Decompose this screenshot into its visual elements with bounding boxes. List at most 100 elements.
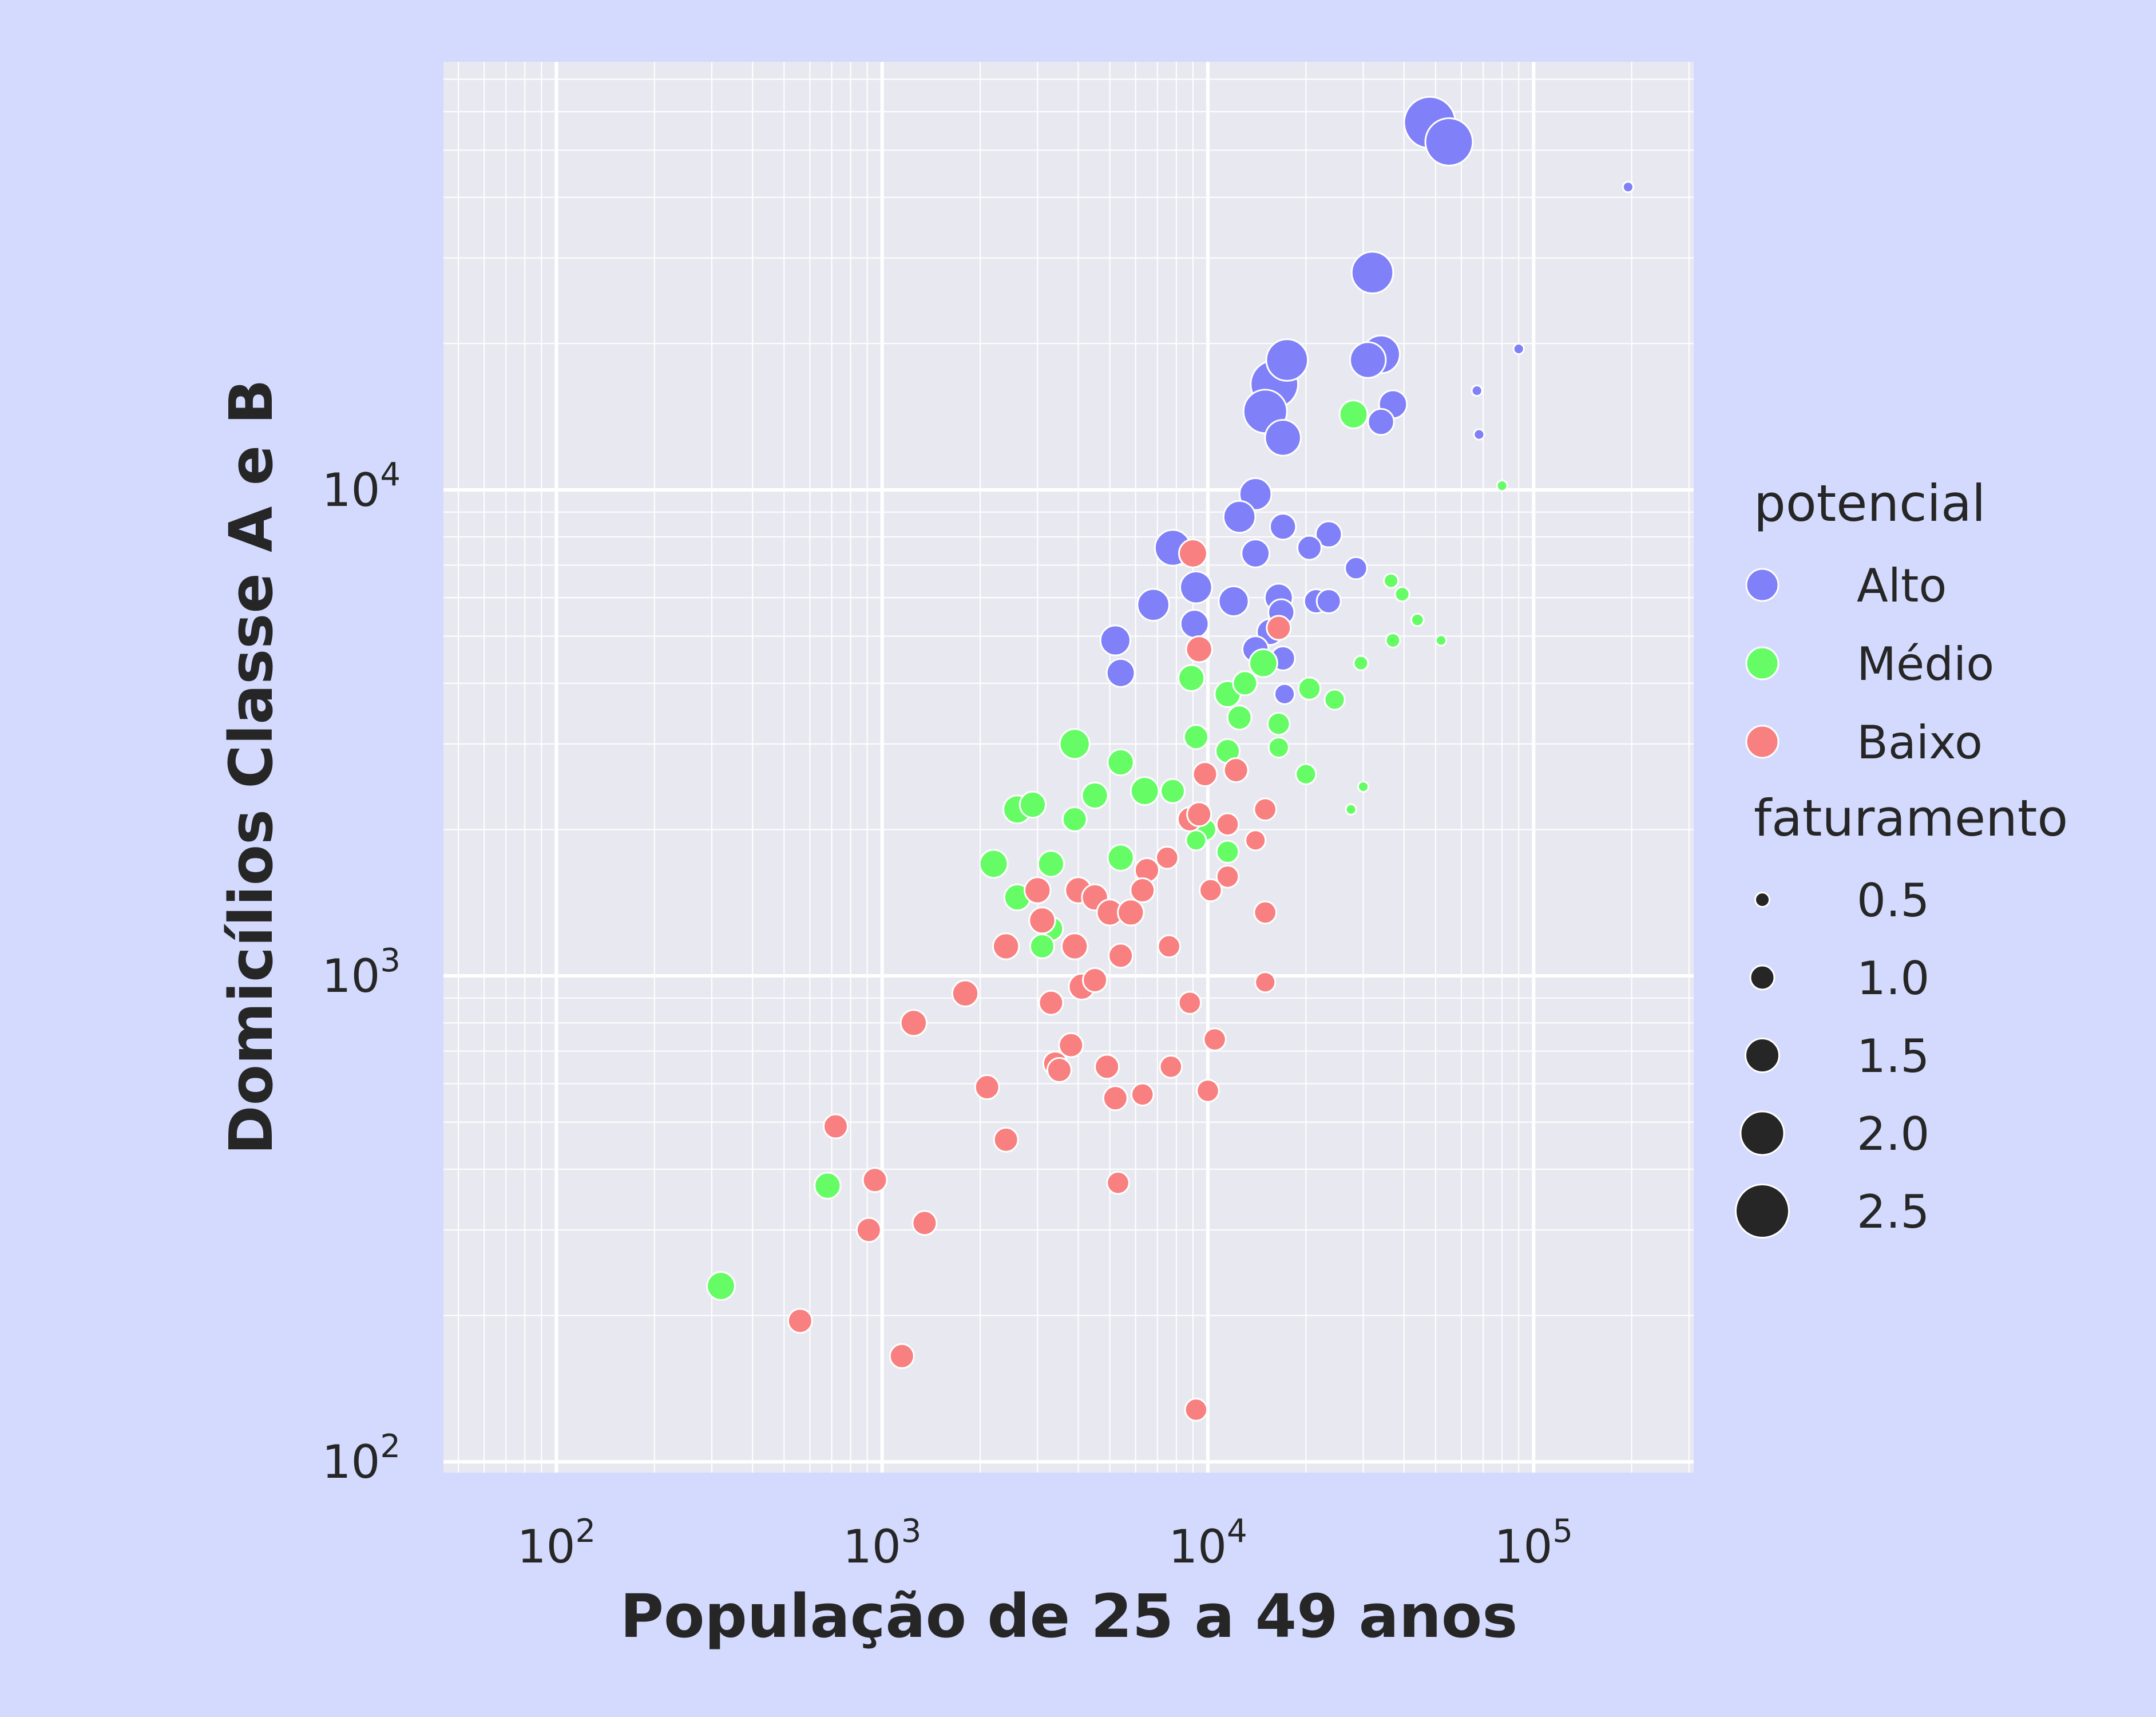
- data-point: [1192, 761, 1218, 788]
- data-point: [787, 1308, 813, 1334]
- data-point: [1058, 1032, 1084, 1058]
- data-point: [1245, 829, 1267, 852]
- legend-label: Baixo: [1857, 716, 1983, 769]
- data-point: [1435, 634, 1448, 647]
- y-tick-label: 104: [322, 456, 401, 517]
- legend-size-marker: [1754, 892, 1770, 908]
- data-point: [1215, 840, 1240, 864]
- minor-grid: [443, 62, 1694, 1473]
- data-point: [1264, 419, 1302, 457]
- x-tick-label: 102: [517, 1513, 596, 1573]
- data-point: [1367, 408, 1395, 436]
- legend-label: 2.5: [1857, 1185, 1929, 1239]
- data-point: [911, 1210, 938, 1236]
- legend-size-entries: 0.5 1.0 1.5 2.0 2.5: [1735, 874, 1929, 1239]
- data-point: [1105, 658, 1136, 688]
- legend-size-marker: [1735, 1184, 1790, 1239]
- data-point: [1267, 736, 1290, 759]
- data-point: [1038, 990, 1064, 1016]
- y-axis-label: Domicílios Classe A e B: [216, 379, 286, 1154]
- data-point: [1199, 878, 1223, 903]
- legend-size-marker: [1745, 1038, 1780, 1073]
- data-point: [951, 979, 980, 1007]
- data-point: [1622, 181, 1634, 193]
- data-point: [1315, 588, 1342, 614]
- y-tick-label: 102: [322, 1428, 401, 1489]
- data-point: [1024, 876, 1052, 904]
- data-point: [1249, 648, 1278, 678]
- x-axis-label: População de 25 a 49 anos: [620, 1581, 1517, 1651]
- data-points: [706, 96, 1634, 1422]
- x-tick-label: 104: [1168, 1513, 1247, 1573]
- data-point: [1296, 535, 1322, 561]
- data-point: [1394, 586, 1410, 603]
- data-point: [1222, 500, 1257, 534]
- data-point: [1081, 781, 1109, 810]
- data-point: [1129, 877, 1156, 903]
- data-point: [1130, 1082, 1155, 1107]
- data-point: [1186, 801, 1212, 828]
- data-point: [1028, 907, 1056, 935]
- data-point: [1179, 570, 1213, 604]
- data-point: [1046, 1057, 1072, 1083]
- data-point: [1512, 343, 1525, 355]
- data-point: [1266, 615, 1292, 641]
- data-point: [1295, 763, 1317, 785]
- legend-hue-title: potencial: [1754, 474, 1985, 533]
- data-point: [1018, 790, 1047, 819]
- data-point: [1297, 676, 1322, 701]
- data-point: [1345, 803, 1357, 816]
- data-point: [1424, 117, 1474, 167]
- data-point: [1136, 588, 1170, 622]
- data-point: [1353, 655, 1369, 671]
- data-point: [862, 1167, 888, 1193]
- legend-label: 0.5: [1857, 874, 1929, 927]
- legend-label: Médio: [1857, 638, 1994, 691]
- legend-size-marker: [1749, 964, 1775, 991]
- legend-label: 1.5: [1857, 1030, 1929, 1083]
- data-point: [1099, 624, 1131, 656]
- data-point: [1496, 479, 1508, 492]
- legend-swatch: [1745, 725, 1780, 759]
- data-point: [1178, 539, 1208, 568]
- data-point: [1471, 384, 1483, 397]
- data-point: [1315, 520, 1343, 548]
- data-point: [1037, 850, 1065, 878]
- data-point: [1029, 933, 1055, 959]
- data-point: [1241, 539, 1271, 568]
- data-point: [1215, 812, 1240, 837]
- data-point: [1232, 670, 1258, 697]
- series-alto: [1099, 96, 1634, 705]
- data-point: [1253, 900, 1278, 925]
- data-point: [1218, 585, 1250, 618]
- data-point: [1269, 512, 1297, 541]
- data-point: [1183, 724, 1209, 750]
- data-point: [1157, 934, 1181, 959]
- data-point: [1215, 864, 1240, 889]
- data-point: [974, 1074, 1000, 1101]
- data-point: [1323, 689, 1346, 711]
- data-point: [1094, 1054, 1120, 1080]
- data-point: [1160, 778, 1186, 804]
- data-point: [1223, 757, 1249, 784]
- data-point: [1203, 1027, 1227, 1051]
- data-point: [992, 932, 1020, 960]
- data-point: [1060, 932, 1089, 960]
- x-tick-labels: 102 103 104 105: [517, 1513, 1573, 1573]
- data-point: [1410, 612, 1425, 627]
- data-point: [1473, 428, 1485, 441]
- data-point: [1061, 806, 1088, 832]
- data-point: [822, 1113, 849, 1140]
- legend: potencial Alto Médio Baixo faturamento 0.5…: [1735, 474, 2068, 1239]
- x-tick-label: 105: [1495, 1513, 1573, 1573]
- legend-swatch: [1745, 646, 1780, 681]
- data-point: [1350, 251, 1394, 295]
- data-point: [855, 1217, 882, 1243]
- y-tick-labels: 102 103 104: [322, 456, 401, 1489]
- legend-label: 1.0: [1857, 952, 1929, 1005]
- legend-size-marker: [1739, 1110, 1785, 1156]
- data-point: [1184, 1398, 1208, 1422]
- data-point: [1059, 728, 1091, 760]
- data-point: [814, 1172, 842, 1200]
- data-point: [1383, 572, 1400, 589]
